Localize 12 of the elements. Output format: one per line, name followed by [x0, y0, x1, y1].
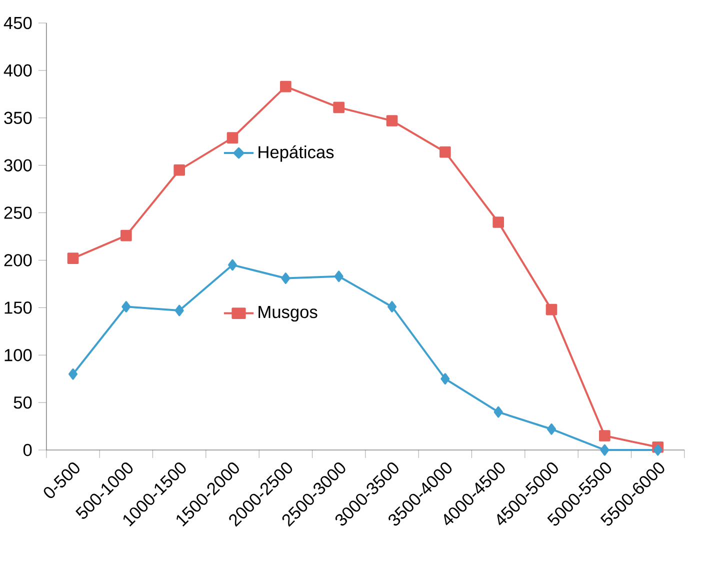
- y-tick-label: 0: [23, 444, 32, 456]
- y-tick-label: 200: [4, 254, 32, 266]
- y-tick-label: 400: [4, 64, 32, 77]
- y-tick-label: 450: [4, 16, 32, 30]
- y-tick-label: 300: [4, 159, 32, 172]
- y-tick-label: 150: [4, 302, 32, 314]
- y-tick-label: 50: [14, 396, 32, 409]
- legend-label: Musgos: [258, 306, 318, 322]
- y-tick-label: 100: [4, 348, 32, 362]
- y-tick-label: 250: [4, 206, 32, 219]
- legend-label: Hepáticas: [258, 145, 334, 162]
- y-tick-label: 350: [4, 112, 32, 124]
